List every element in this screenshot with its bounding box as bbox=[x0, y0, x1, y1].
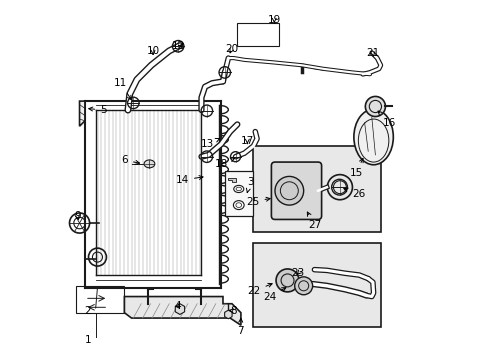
Text: 25: 25 bbox=[246, 197, 269, 207]
Text: 26: 26 bbox=[343, 188, 365, 199]
Text: 10: 10 bbox=[146, 46, 159, 56]
Text: 23: 23 bbox=[291, 268, 305, 278]
Text: 20: 20 bbox=[225, 44, 238, 54]
Text: 17: 17 bbox=[240, 136, 253, 145]
Text: 14: 14 bbox=[175, 175, 203, 185]
Ellipse shape bbox=[144, 160, 155, 168]
Text: 24: 24 bbox=[262, 288, 285, 302]
Polygon shape bbox=[124, 297, 241, 325]
Text: 8: 8 bbox=[229, 306, 236, 316]
Ellipse shape bbox=[353, 109, 392, 165]
Text: 18: 18 bbox=[215, 158, 234, 169]
Circle shape bbox=[274, 176, 303, 205]
FancyBboxPatch shape bbox=[253, 146, 380, 232]
Text: 3: 3 bbox=[246, 177, 253, 193]
Text: 2: 2 bbox=[84, 306, 91, 316]
Text: 12: 12 bbox=[172, 41, 185, 50]
Text: 19: 19 bbox=[267, 15, 280, 26]
Text: 7: 7 bbox=[237, 318, 244, 336]
Circle shape bbox=[276, 269, 298, 292]
Text: 13: 13 bbox=[201, 139, 219, 149]
Text: 9: 9 bbox=[74, 211, 81, 221]
Text: 16: 16 bbox=[377, 111, 395, 128]
Circle shape bbox=[365, 96, 385, 117]
FancyBboxPatch shape bbox=[253, 243, 380, 327]
Text: 22: 22 bbox=[247, 283, 272, 296]
FancyBboxPatch shape bbox=[224, 171, 252, 216]
Text: 1: 1 bbox=[84, 334, 91, 345]
FancyBboxPatch shape bbox=[271, 162, 321, 220]
Text: 11: 11 bbox=[114, 78, 131, 100]
Circle shape bbox=[294, 277, 312, 295]
Text: 27: 27 bbox=[307, 212, 321, 230]
Text: 21: 21 bbox=[366, 48, 379, 58]
Text: 5: 5 bbox=[89, 105, 107, 115]
Polygon shape bbox=[80, 101, 85, 126]
Polygon shape bbox=[228, 178, 235, 182]
Text: 6: 6 bbox=[121, 155, 139, 165]
Text: 4: 4 bbox=[174, 301, 181, 311]
Text: 15: 15 bbox=[349, 158, 363, 178]
